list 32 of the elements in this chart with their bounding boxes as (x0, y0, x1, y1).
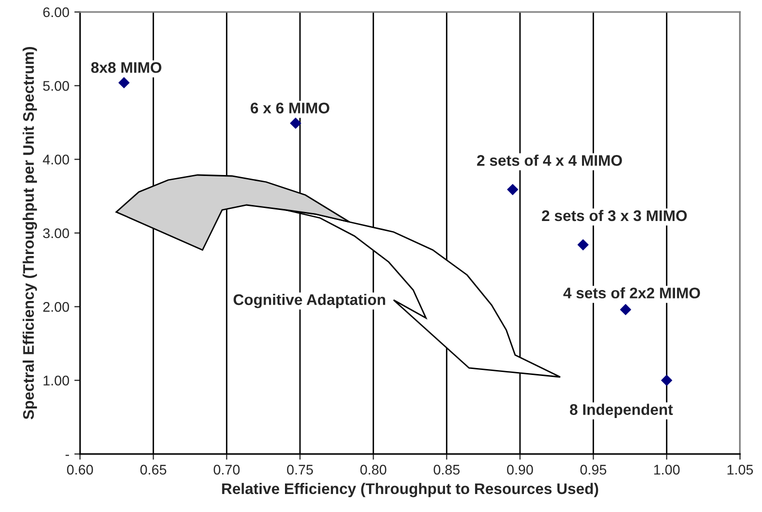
annotation: Cognitive Adaptation (234, 294, 386, 308)
point (578, 239, 589, 250)
x-tick-label: 0.70 (214, 464, 240, 475)
annotation: 6 x 6 MIMO (250, 102, 330, 114)
x-tick-label: 1.05 (728, 464, 753, 475)
annotation: 4 sets of 2x2 MIMO (563, 287, 700, 298)
y-tick-label: 3.00 (43, 228, 70, 238)
x-axis-title: Relative Efficiency (Throughput to Resources Used) (222, 482, 598, 498)
x-tick-label: 0.85 (434, 464, 460, 475)
y-tick-label: 5.00 (43, 81, 70, 91)
y-tick-label: 6.00 (43, 7, 70, 18)
x-tick-label: 0.65 (140, 464, 166, 475)
x-tick-label: 0.60 (67, 464, 93, 475)
annotation: 8x8 MIMO (91, 62, 162, 73)
x-tick-label: 0.75 (287, 464, 313, 475)
annotation: 8 Independent (570, 404, 673, 418)
annotation: 2 sets of 3 x 3 MIMO (542, 210, 687, 222)
x-tick-label: 0.80 (360, 464, 386, 475)
x-tick-label: 0.95 (580, 464, 606, 475)
point (507, 184, 518, 196)
point (290, 118, 302, 129)
y-tick-label: 2.00 (43, 302, 70, 312)
annotation: 2 sets of 4 x 4 MIMO (477, 154, 622, 166)
x-tick-label: 1.00 (654, 464, 680, 475)
x-tick-label: 0.90 (507, 464, 533, 475)
y-tick-label: - (66, 454, 69, 456)
y-tick-label: 1.00 (44, 376, 70, 386)
y-axis-title: Spectral Efficiency (Throughput per Unit Spectrum) (22, 47, 37, 420)
point (118, 77, 130, 88)
point (620, 304, 632, 316)
y-tick-label: 4.00 (42, 154, 70, 165)
point (661, 374, 672, 386)
